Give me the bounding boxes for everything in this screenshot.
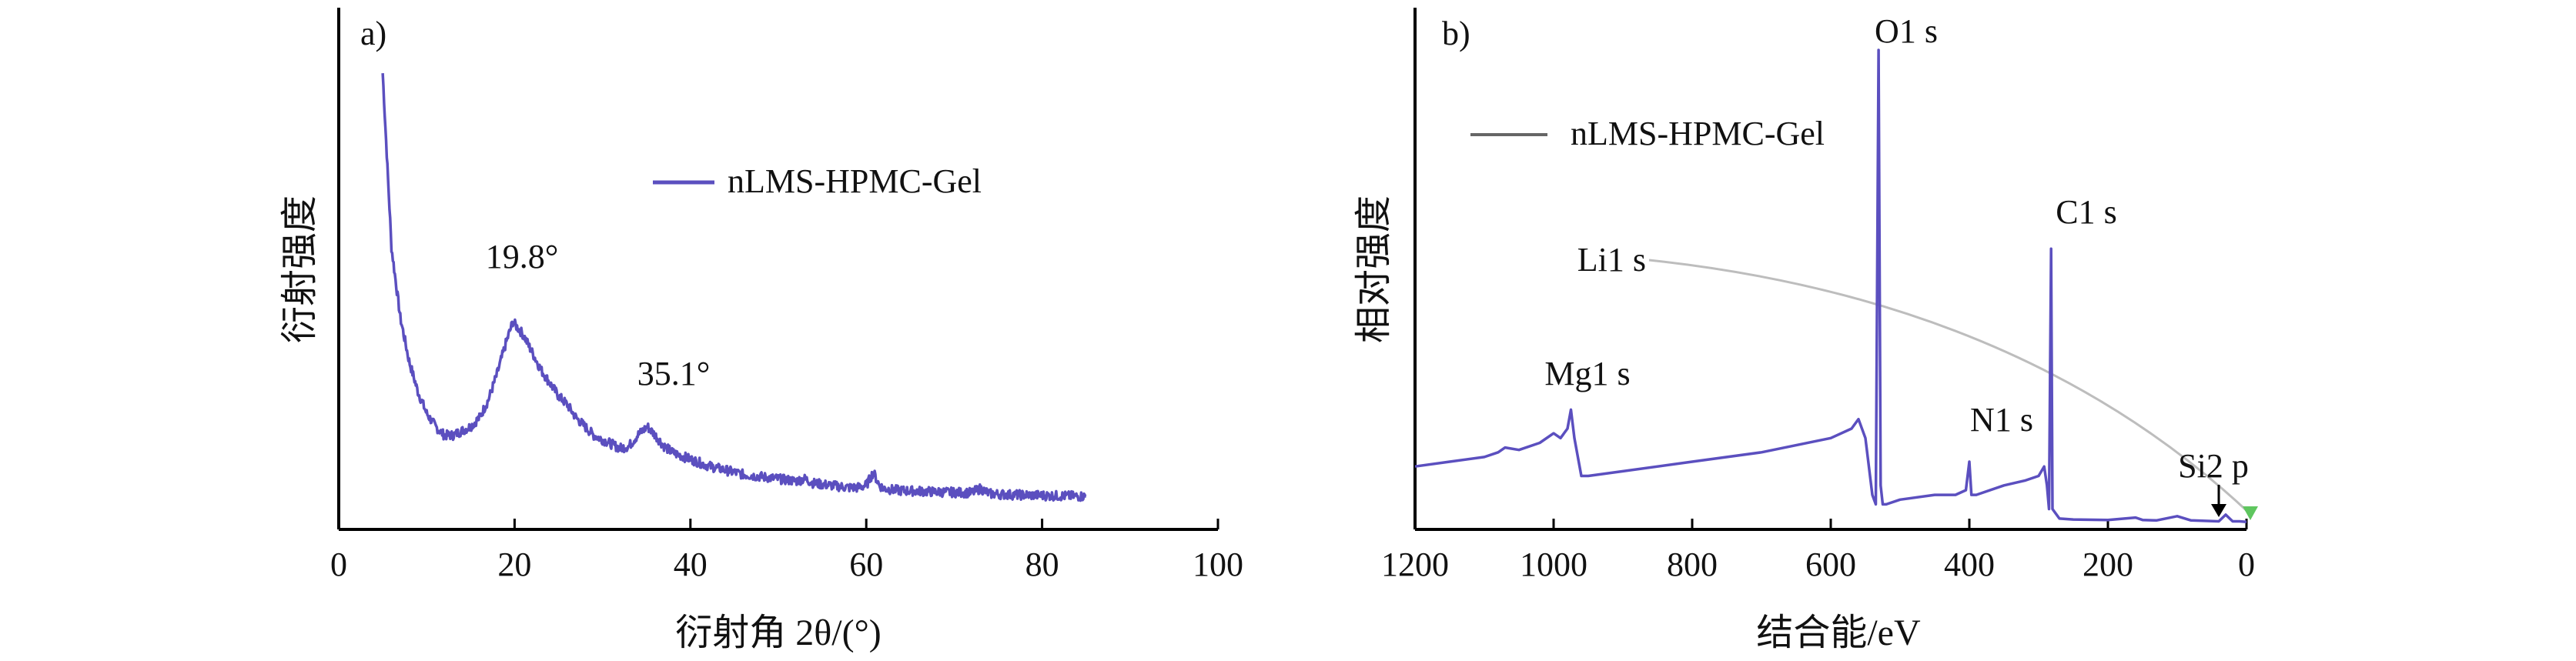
panel-b-x-tick-label: 0 [2238,546,2255,583]
panel-b-legend-label: nLMS-HPMC-Gel [1571,115,1825,152]
panel-a-x-ticks: 0 20 40 60 80 100 [330,519,1243,583]
panel-b-si-arrow-black [2211,485,2226,517]
panel-b-label: b) [1442,15,1470,52]
panel-b-peak-label-li1s: Li1 s [1577,241,1646,279]
panel-b-peak-label-n1s: N1 s [1970,401,2033,439]
panel-b-x-tick-label: 1200 [1381,546,1449,583]
panel-a-x-tick-label: 20 [497,546,531,583]
panel-a-x-tick-label: 0 [330,546,347,583]
panel-b-li-leader-curve [1648,259,2253,517]
panel-b-x-tick-label: 1000 [1520,546,1587,583]
panel-a-label: a) [360,15,386,52]
panel-a-x-tick-label: 40 [674,546,708,583]
panel-b-peak-label-o1s: O1 s [1875,12,1938,50]
panel-a-y-axis-label: 衍射强度 [279,195,320,343]
panel-a-x-axis-label: 衍射角 2θ/(°) [675,613,882,653]
panel-b-peak-label-si2p: Si2 p [2178,447,2249,485]
panel-b-x-axis-label: 结合能/eV [1756,613,1921,653]
panel-a-legend-label: nLMS-HPMC-Gel [728,162,982,200]
panel-b-x-tick-label: 800 [1667,546,1718,583]
panel-b-series-line [1414,48,2247,523]
panel-b-peak-label-c1s: C1 s [2056,193,2116,231]
panel-b-y-axis-label: 相对强度 [1353,195,1394,343]
panel-a-x-tick-label: 60 [849,546,883,583]
panel-b-x-ticks: 1200 1000 800 600 400 200 0 [1381,519,2255,583]
panel-b-xps-chart: b) 结合能/eV 相对强度 1200 1000 800 600 400 200 0 nLM… [1353,8,2258,653]
panel-a-peak-label-35-1: 35.1° [637,355,711,392]
panel-b-x-tick-label: 600 [1805,546,1856,583]
panel-a-x-tick-label: 80 [1025,546,1059,583]
panel-a-x-tick-label: 100 [1193,546,1243,583]
panel-a-peak-label-19-8: 19.8° [486,238,559,275]
panel-b-si-arrow-green [2243,506,2258,520]
panel-a-legend: nLMS-HPMC-Gel [653,162,982,200]
panel-b-peak-label-mg1s: Mg1 s [1544,355,1630,392]
panel-b-x-tick-label: 200 [2083,546,2133,583]
panel-b-x-tick-label: 400 [1944,546,1995,583]
panel-a-series-line [381,73,1087,502]
panel-a-xrd-chart: a) 衍射角 2θ/(°) 衍射强度 0 20 40 60 80 100 nLMS-HPM… [279,8,1243,653]
panel-b-legend: nLMS-HPMC-Gel [1470,115,1825,152]
